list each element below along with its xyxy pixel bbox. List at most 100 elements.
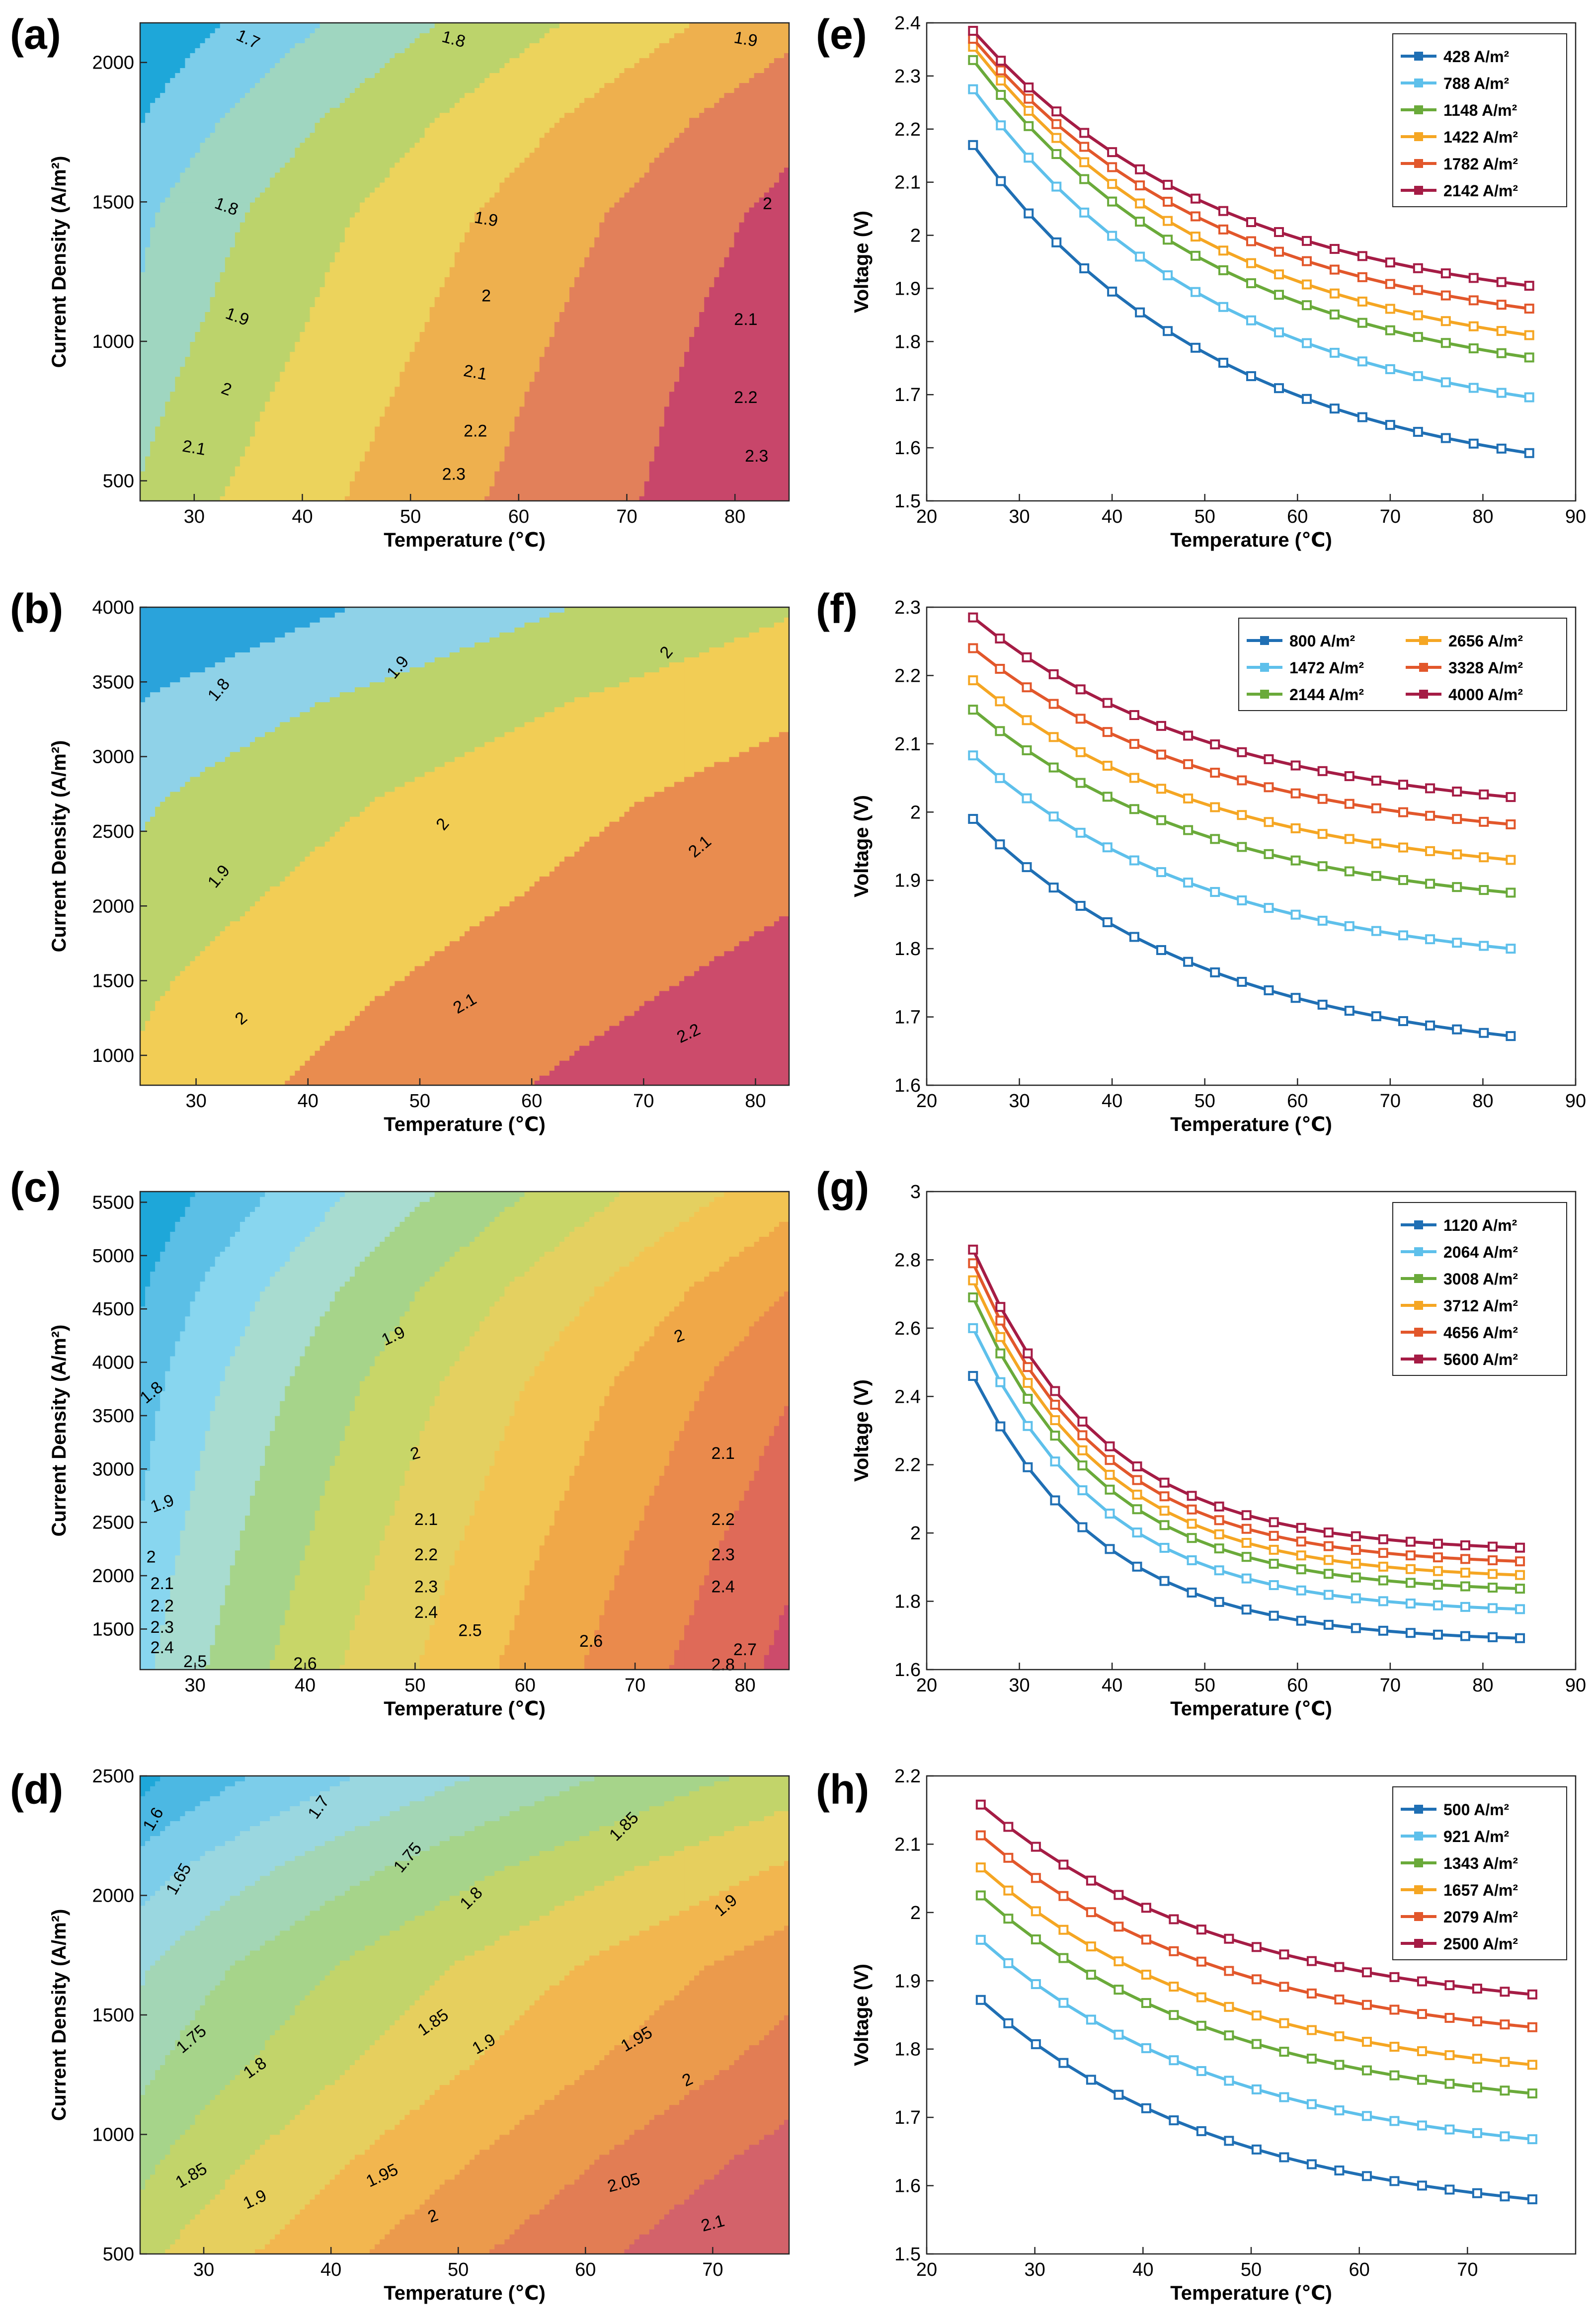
contour-cell <box>319 381 325 387</box>
contour-cell <box>390 117 396 123</box>
contour-cell <box>290 401 296 407</box>
contour-cell <box>230 107 236 113</box>
contour-cell <box>270 122 276 128</box>
contour-cell <box>290 441 296 447</box>
contour-cell <box>205 490 211 496</box>
contour-cell <box>140 147 146 153</box>
contour-cell <box>250 58 255 63</box>
contour-cell <box>185 371 191 377</box>
contour-cell <box>310 396 316 402</box>
contour-cell <box>155 207 160 213</box>
contour-cell <box>395 43 400 48</box>
contour-cell <box>395 446 400 452</box>
contour-cell <box>230 331 236 337</box>
contour-cell <box>319 122 325 128</box>
contour-cell <box>150 172 156 178</box>
contour-cell <box>265 167 270 173</box>
contour-cell <box>300 122 306 128</box>
contour-cell <box>239 53 245 58</box>
contour-cell <box>200 246 206 252</box>
contour-cell <box>175 481 181 486</box>
contour-cell <box>250 177 255 183</box>
contour-cell <box>275 356 281 362</box>
contour-cell <box>380 43 386 48</box>
contour-cell <box>324 312 330 318</box>
contour-cell <box>244 152 250 158</box>
contour-cell <box>310 48 316 53</box>
contour-cell <box>170 436 176 442</box>
contour-cell <box>155 381 160 387</box>
contour-cell <box>365 292 370 297</box>
contour-cell <box>165 381 171 387</box>
contour-cell <box>265 107 270 113</box>
contour-cell <box>290 272 296 277</box>
contour-cell <box>185 451 191 457</box>
contour-cell <box>334 73 340 79</box>
contour-cell <box>210 68 216 74</box>
contour-cell <box>190 272 196 277</box>
contour-cell <box>200 92 206 98</box>
contour-cell <box>395 336 400 342</box>
contour-cell <box>145 446 151 452</box>
contour-cell <box>324 326 330 332</box>
contour-cell <box>324 307 330 313</box>
contour-cell <box>170 421 176 427</box>
contour-cell <box>210 456 216 462</box>
contour-cell <box>265 282 270 287</box>
contour-cell <box>300 466 306 472</box>
contour-cell <box>290 326 296 332</box>
contour-cell <box>250 321 255 327</box>
contour-cell <box>150 78 156 83</box>
contour-cell <box>310 341 316 347</box>
contour-cell <box>390 361 396 367</box>
contour-cell <box>360 351 365 357</box>
contour-cell <box>170 157 176 163</box>
contour-cell <box>280 336 286 342</box>
contour-cell <box>344 182 350 188</box>
contour-cell <box>140 277 146 282</box>
contour-cell <box>239 137 245 143</box>
contour-cell <box>145 237 151 242</box>
contour-cell <box>185 162 191 168</box>
contour-cell <box>210 246 216 252</box>
contour-cell <box>220 182 226 188</box>
contour-cell <box>235 127 240 133</box>
contour-cell <box>319 401 325 407</box>
contour-cell <box>165 222 171 228</box>
contour-cell <box>155 48 160 53</box>
contour-cell <box>385 321 391 327</box>
contour-cell <box>334 297 340 302</box>
contour-cell <box>220 272 226 277</box>
contour-cell <box>195 371 201 377</box>
contour-cell <box>180 202 186 208</box>
contour-cell <box>145 97 151 103</box>
contour-cell <box>155 112 160 118</box>
contour-cell <box>344 416 350 422</box>
contour-cell <box>275 28 281 33</box>
contour-cell <box>360 292 365 297</box>
contour-cell <box>319 28 325 33</box>
contour-cell <box>305 302 311 307</box>
contour-cell <box>265 182 270 188</box>
contour-cell <box>315 371 320 377</box>
contour-cell <box>390 456 396 462</box>
contour-cell <box>370 197 375 203</box>
contour-cell <box>310 142 316 148</box>
contour-cell <box>150 241 156 247</box>
contour-cell <box>260 346 265 352</box>
contour-cell <box>354 476 360 481</box>
contour-cell <box>255 371 260 377</box>
contour-cell <box>344 256 350 262</box>
contour-cell <box>180 326 186 332</box>
contour-cell <box>290 48 296 53</box>
contour-cell <box>344 376 350 382</box>
contour-cell <box>265 162 270 168</box>
contour-cell <box>250 292 255 297</box>
contour-cell <box>360 97 365 103</box>
contour-cell <box>200 237 206 242</box>
contour-cell <box>295 317 301 322</box>
contour-cell <box>175 341 181 347</box>
contour-cell <box>270 157 276 163</box>
contour-cell <box>140 142 146 148</box>
contour-cell <box>290 451 296 457</box>
